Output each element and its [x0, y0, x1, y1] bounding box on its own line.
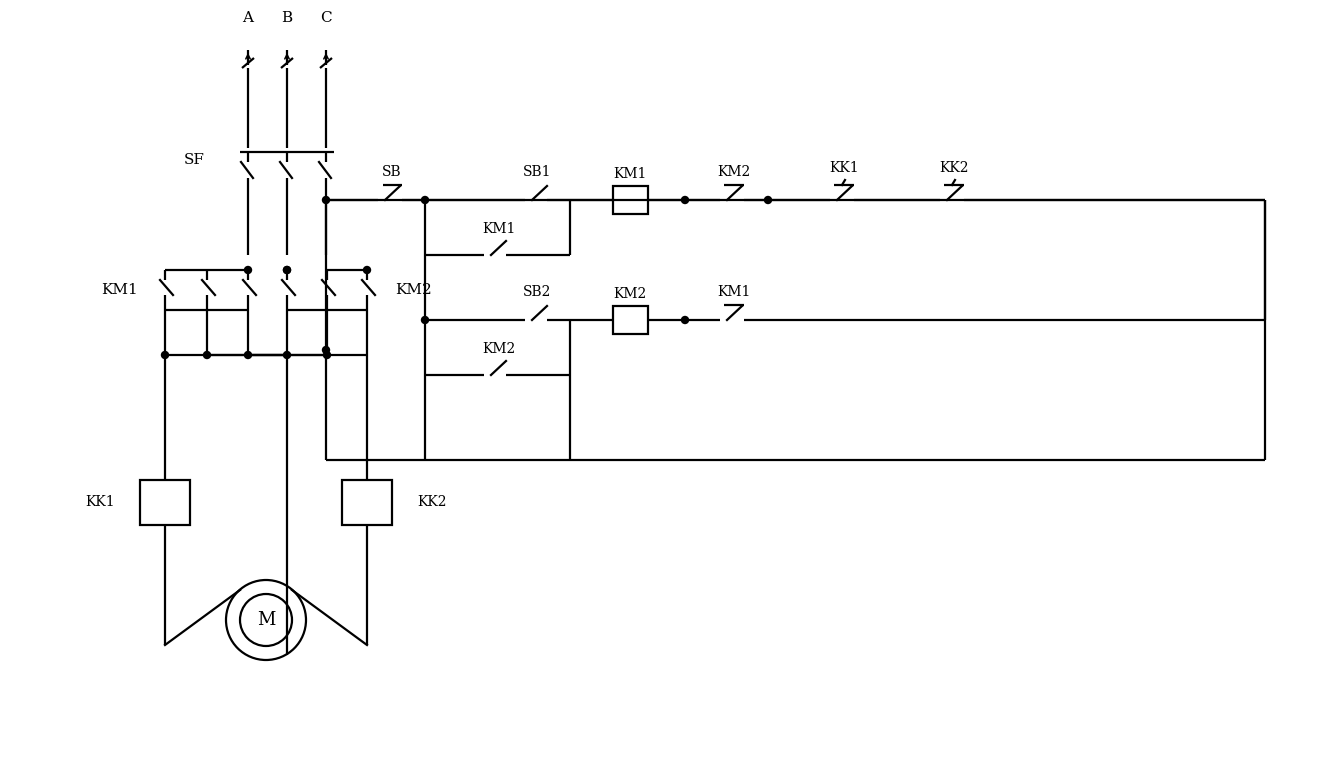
- Text: KM2: KM2: [482, 342, 515, 356]
- Text: C: C: [320, 11, 332, 25]
- Circle shape: [682, 317, 688, 323]
- Text: KM2: KM2: [717, 165, 750, 179]
- Circle shape: [284, 266, 291, 273]
- Text: KK2: KK2: [939, 161, 968, 175]
- Bar: [140, 480, 190, 525]
- Circle shape: [363, 266, 370, 273]
- Text: KM1: KM1: [102, 283, 137, 297]
- Circle shape: [244, 351, 251, 358]
- Text: M: M: [256, 611, 275, 629]
- Text: KM2: KM2: [613, 287, 646, 301]
- Circle shape: [765, 197, 771, 204]
- Circle shape: [324, 351, 330, 358]
- Text: A: A: [243, 11, 254, 25]
- Circle shape: [682, 197, 688, 204]
- Circle shape: [203, 351, 210, 358]
- Bar: [342, 480, 392, 525]
- Circle shape: [284, 351, 291, 358]
- Circle shape: [322, 197, 329, 204]
- Text: B: B: [281, 11, 292, 25]
- Text: KM1: KM1: [717, 285, 750, 299]
- Text: SF: SF: [184, 153, 205, 167]
- Text: SB2: SB2: [523, 285, 551, 299]
- Circle shape: [244, 266, 251, 273]
- Circle shape: [322, 347, 329, 354]
- Circle shape: [161, 351, 169, 358]
- Text: KM2: KM2: [395, 283, 432, 297]
- Text: KM1: KM1: [613, 167, 647, 181]
- Text: SB1: SB1: [523, 165, 551, 179]
- Text: KM1: KM1: [482, 222, 515, 236]
- Text: KK1: KK1: [86, 495, 115, 509]
- Bar: [613, 306, 649, 334]
- Circle shape: [421, 197, 428, 204]
- Text: KK1: KK1: [830, 161, 859, 175]
- Text: SB: SB: [382, 165, 402, 179]
- Circle shape: [421, 317, 428, 323]
- Circle shape: [284, 266, 291, 273]
- Bar: [613, 186, 649, 214]
- Text: KK2: KK2: [417, 495, 446, 509]
